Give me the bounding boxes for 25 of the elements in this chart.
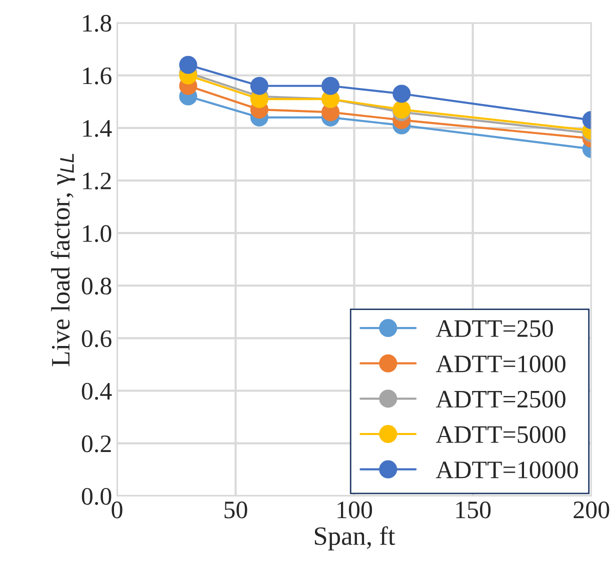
y-tick-label: 1.4 (83, 120, 112, 137)
x-tick-label: 0 (112, 501, 122, 518)
y-tick-label: 0.4 (82, 382, 112, 400)
legend-label: ADTT=5000 (436, 426, 566, 443)
x-axis-title: Span, ft (314, 526, 396, 550)
y-axis-title: Live load factor, γ$_{LL}$ (50, 154, 76, 366)
point (321, 76, 340, 95)
legend-label: ADTT=2500 (436, 390, 566, 408)
y-tick-label: 0.8 (82, 278, 112, 295)
y-tick-label: 1.0 (83, 225, 112, 242)
y-tick-label: 0.0 (82, 488, 112, 505)
legend-label: ADTT=250 (436, 320, 553, 338)
y-tick-label: 1.2 (83, 172, 111, 190)
legend-label: ADTT=1000 (436, 355, 566, 372)
y-tick-label: 0.2 (82, 435, 111, 452)
x-tick-label: 200 (574, 501, 610, 518)
y-tick-label: 1.6 (83, 67, 112, 84)
x-tick-label: 50 (224, 501, 248, 518)
point (250, 76, 268, 95)
y-tick-label: 1.8 (83, 14, 112, 32)
x-tick-label: 150 (456, 501, 491, 518)
legend-label: ADTT=10000 (436, 461, 578, 478)
y-tick-label: 0.6 (82, 330, 112, 348)
x-tick-label: 100 (338, 501, 372, 518)
point (179, 56, 198, 74)
